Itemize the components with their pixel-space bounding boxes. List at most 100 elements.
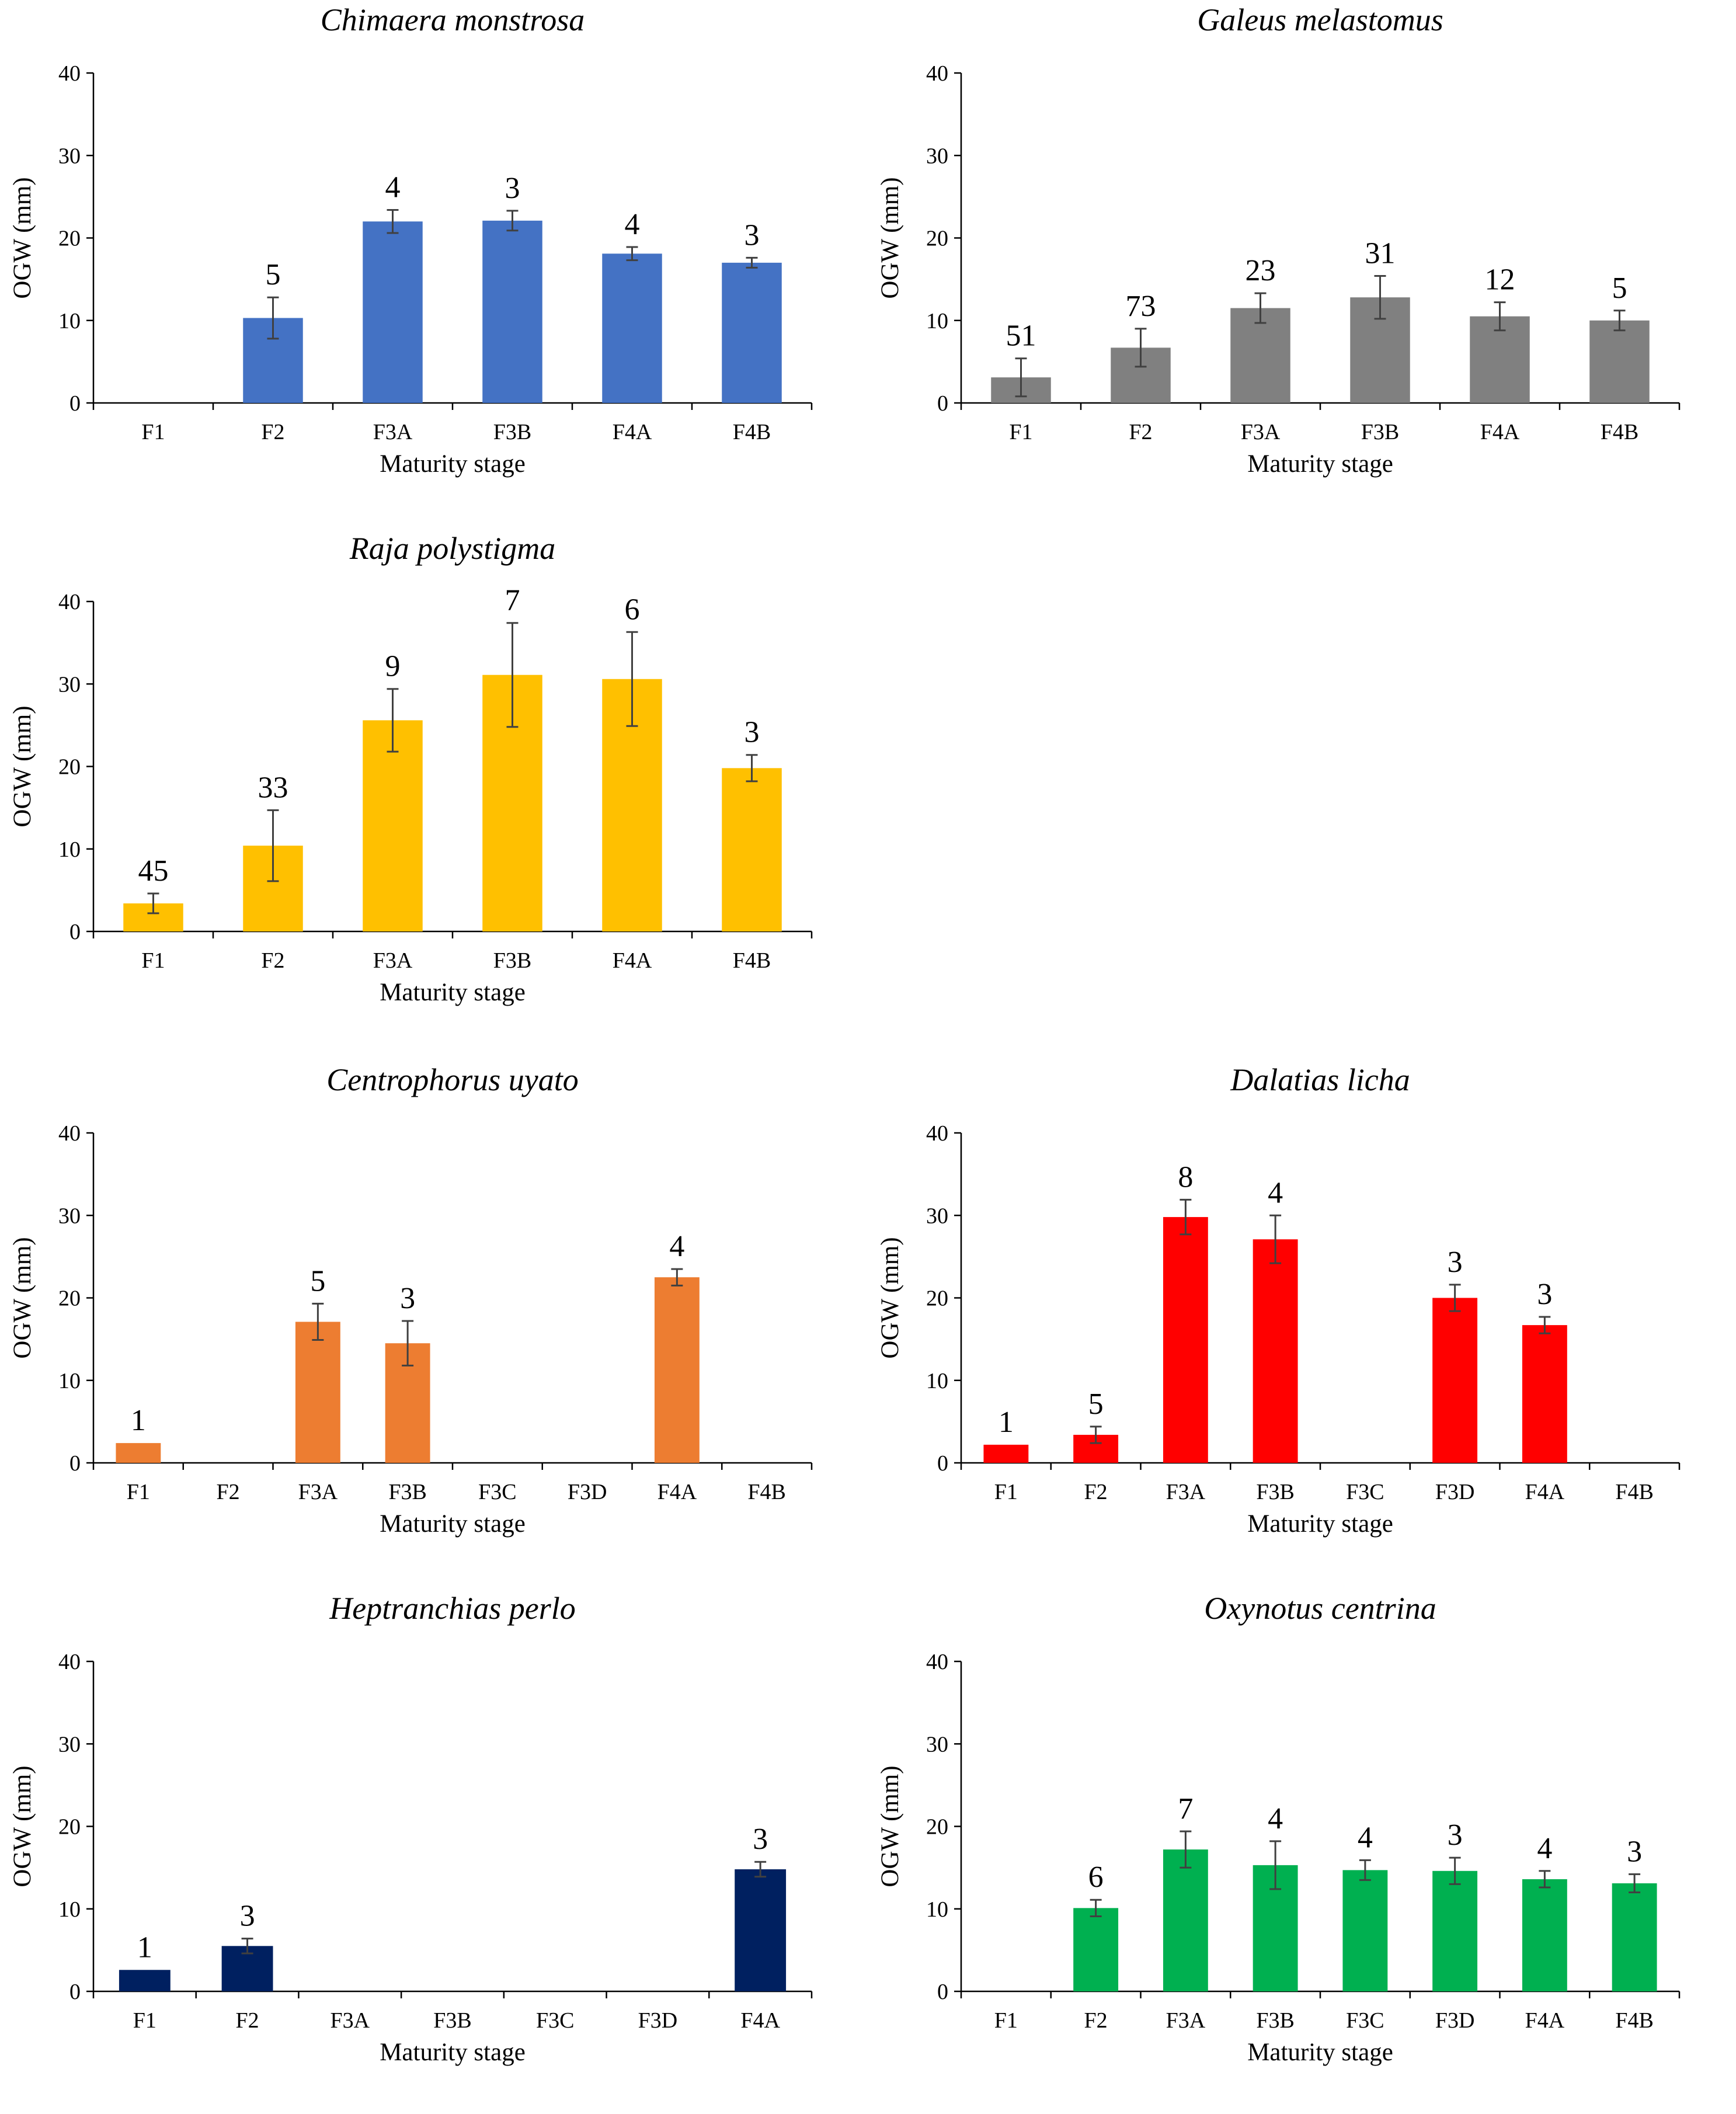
x-tick-label-f4a: F4A bbox=[1525, 1480, 1565, 1504]
chart-chimaera-monstrosa: Chimaera monstrosa OGW (mm) 0 10 20 30 40 F1 F2 5… bbox=[0, 0, 868, 526]
bar-f3b bbox=[1253, 1239, 1298, 1463]
sample-size-label-f4b: 3 bbox=[745, 716, 760, 749]
bar-f4a bbox=[602, 253, 662, 403]
bar-f2 bbox=[1073, 1908, 1119, 1991]
x-tick-label-f3b: F3B bbox=[493, 948, 531, 973]
bar-f3b bbox=[482, 220, 542, 403]
y-tick-label: 0 bbox=[69, 1451, 81, 1476]
y-tick-label: 20 bbox=[58, 1815, 81, 1840]
sample-size-label-f3a: 7 bbox=[1178, 1792, 1193, 1826]
y-tick-label: 40 bbox=[926, 1650, 948, 1674]
x-tick-label-f1: F1 bbox=[141, 948, 165, 973]
sample-size-label-f4a: 3 bbox=[1537, 1278, 1552, 1311]
sample-size-label-f3d: 3 bbox=[1448, 1819, 1463, 1852]
x-tick-label-f1: F1 bbox=[127, 1480, 150, 1504]
y-tick-label: 10 bbox=[926, 309, 948, 333]
x-tick-label-f4b: F4B bbox=[1601, 420, 1638, 444]
y-tick-label: 10 bbox=[58, 1897, 81, 1922]
sample-size-label-f3a: 23 bbox=[1246, 254, 1276, 287]
sample-size-label-f1: 45 bbox=[138, 854, 169, 888]
sample-size-label-f3b: 31 bbox=[1365, 237, 1396, 270]
y-tick-label: 30 bbox=[58, 1204, 81, 1228]
sample-size-label-f3d: 3 bbox=[1448, 1246, 1463, 1279]
sample-size-label-f3b: 3 bbox=[505, 172, 520, 205]
sample-size-label-f3b: 3 bbox=[400, 1282, 415, 1315]
bar-f4b bbox=[722, 768, 782, 931]
x-tick-label-f4a: F4A bbox=[740, 2008, 780, 2033]
y-tick-label: 40 bbox=[58, 1121, 81, 1146]
x-axis-label: Maturity stage bbox=[380, 1510, 526, 1538]
x-tick-label-f3b: F3B bbox=[1256, 1480, 1294, 1504]
y-tick-label: 10 bbox=[58, 1369, 81, 1393]
y-axis-label: OGW (mm) bbox=[876, 1765, 904, 1887]
sample-size-label-f2: 5 bbox=[266, 258, 281, 291]
y-tick-label: 20 bbox=[926, 227, 948, 251]
x-tick-label-f3b: F3B bbox=[493, 420, 531, 444]
chart-title: Dalatias licha bbox=[1230, 1062, 1410, 1097]
x-tick-label-f2: F2 bbox=[1084, 2008, 1108, 2033]
bar-f3a bbox=[1163, 1217, 1208, 1463]
x-tick-label-f2: F2 bbox=[261, 420, 284, 444]
bar-f4b bbox=[1589, 320, 1650, 403]
y-tick-label: 0 bbox=[937, 1980, 948, 2004]
bar-f4a bbox=[1522, 1879, 1567, 1991]
x-tick-label-f3d: F3D bbox=[1435, 2008, 1475, 2033]
sample-size-label-f1: 1 bbox=[131, 1404, 146, 1437]
y-tick-label: 0 bbox=[937, 1451, 948, 1476]
x-tick-label-f3a: F3A bbox=[298, 1480, 338, 1504]
x-tick-label-f3a: F3A bbox=[330, 2008, 370, 2033]
sample-size-label-f4a: 4 bbox=[625, 208, 640, 241]
bar-f1 bbox=[116, 1443, 161, 1463]
x-tick-label-f2: F2 bbox=[217, 1480, 240, 1504]
sample-size-label-f1: 1 bbox=[137, 1931, 152, 1964]
sample-size-label-f4a: 6 bbox=[625, 593, 640, 626]
x-tick-label-f4b: F4B bbox=[733, 420, 771, 444]
y-tick-label: 20 bbox=[58, 1287, 81, 1311]
bar-f4a bbox=[735, 1869, 787, 1991]
bar-f4a bbox=[654, 1277, 700, 1463]
chart-title: Oxynotus centrina bbox=[1204, 1591, 1436, 1626]
chart-title: Heptranchias perlo bbox=[329, 1591, 575, 1626]
chart-title: Chimaera monstrosa bbox=[321, 2, 585, 37]
sample-size-label-f3a: 5 bbox=[310, 1264, 325, 1298]
y-tick-label: 20 bbox=[926, 1815, 948, 1840]
y-tick-label: 20 bbox=[926, 1287, 948, 1311]
chart-galeus-melastomus: Galeus melastomus OGW (mm) 0 10 20 30 40 F1 51 F2… bbox=[868, 0, 1735, 526]
bar-f3d bbox=[1432, 1870, 1478, 1991]
x-tick-label-f4a: F4A bbox=[1480, 420, 1520, 444]
x-tick-label-f3d: F3D bbox=[638, 2008, 678, 2033]
sample-size-label-f2: 6 bbox=[1088, 1861, 1104, 1894]
y-axis-label: OGW (mm) bbox=[9, 705, 36, 827]
bar-f3c bbox=[1342, 1870, 1388, 1991]
sample-size-label-f2: 3 bbox=[240, 1900, 255, 1933]
x-tick-label-f3a: F3A bbox=[1241, 420, 1281, 444]
x-axis-label: Maturity stage bbox=[1247, 450, 1393, 478]
x-tick-label-f3c: F3C bbox=[478, 1480, 516, 1504]
bar-f3a bbox=[1163, 1849, 1208, 1991]
bar-f4b bbox=[1612, 1883, 1657, 1991]
chart-title: Raja polystigma bbox=[349, 531, 555, 566]
y-tick-label: 10 bbox=[926, 1369, 948, 1393]
x-axis-label: Maturity stage bbox=[1247, 1510, 1393, 1538]
chart-heptranchias-perlo: Heptranchias perlo OGW (mm) 0 10 20 30 40 F1 1 F2… bbox=[0, 1588, 868, 2114]
y-tick-label: 20 bbox=[58, 227, 81, 251]
bar-f3a bbox=[1230, 308, 1290, 403]
x-tick-label-f4a: F4A bbox=[1525, 2008, 1565, 2033]
x-tick-label-f4b: F4B bbox=[1615, 1480, 1653, 1504]
chart-raja-polystigma: Raja polystigma OGW (mm) 0 10 20 30 40 F1 45 F2 33… bbox=[0, 528, 868, 1054]
x-axis-label: Maturity stage bbox=[380, 979, 526, 1006]
x-axis-label: Maturity stage bbox=[380, 2039, 526, 2066]
bar-f1 bbox=[983, 1444, 1029, 1463]
sample-size-label-f3b: 4 bbox=[1268, 1802, 1283, 1835]
sample-size-label-f2: 5 bbox=[1088, 1388, 1104, 1421]
y-tick-label: 40 bbox=[58, 590, 81, 614]
sample-size-label-f2: 33 bbox=[258, 771, 288, 804]
x-tick-label-f1: F1 bbox=[133, 2008, 156, 2033]
chart-oxynotus-centrina: Oxynotus centrina OGW (mm) 0 10 20 30 40 F1 F2 6 F… bbox=[868, 1588, 1735, 2114]
x-tick-label-f1: F1 bbox=[1009, 420, 1032, 444]
bar-f4b bbox=[722, 262, 782, 403]
y-tick-label: 30 bbox=[58, 1732, 81, 1757]
x-tick-label-f3d: F3D bbox=[1435, 1480, 1475, 1504]
sample-size-label-f3a: 4 bbox=[385, 171, 401, 204]
x-tick-label-f2: F2 bbox=[261, 948, 284, 973]
